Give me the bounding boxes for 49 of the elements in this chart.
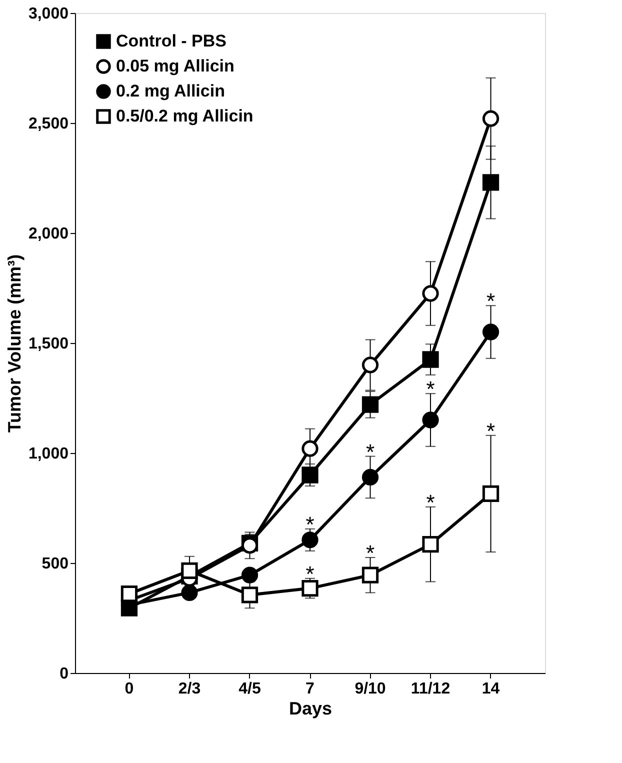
- annotation: *: [486, 288, 496, 314]
- annotation: *: [366, 439, 375, 464]
- x-tick-label: 2/3: [178, 680, 201, 698]
- annotation: *: [366, 540, 375, 566]
- legend-label: 0.5/0.2 mg Allicin: [116, 106, 254, 126]
- point: [422, 285, 439, 302]
- point: [302, 532, 318, 548]
- legend-label: 0.05 mg Allicin: [116, 56, 234, 76]
- y-tick-label: 500: [42, 556, 69, 572]
- point: [422, 351, 439, 368]
- y-tick-label: 2,500: [28, 116, 69, 132]
- point: [482, 324, 500, 340]
- x-tick-label: 4/5: [238, 680, 261, 698]
- point: [482, 110, 500, 127]
- y-tick-label: 0: [60, 666, 69, 682]
- point: [362, 566, 379, 584]
- point: [302, 466, 318, 484]
- x-tick-label: 14: [482, 680, 500, 698]
- point: [181, 584, 198, 602]
- legend-label: 0.2 mg Allicin: [116, 82, 225, 100]
- x-tick-label: 9/10: [354, 680, 386, 698]
- x-tick-label: 11/12: [410, 680, 450, 698]
- y-tick-label: 3,000: [28, 6, 69, 22]
- point: [482, 485, 500, 502]
- point: [241, 586, 258, 604]
- point: [362, 396, 379, 413]
- point: [181, 562, 198, 580]
- annotation: *: [426, 376, 436, 402]
- point: [422, 412, 439, 428]
- point: [302, 440, 318, 457]
- annotation: *: [306, 512, 315, 537]
- annotation: *: [426, 490, 436, 515]
- point: [362, 468, 379, 486]
- annotation: *: [486, 418, 496, 444]
- point: [422, 536, 439, 553]
- point: [120, 585, 138, 602]
- point: [302, 580, 318, 597]
- x-tick-label: 0: [124, 680, 134, 698]
- y-tick-label: 1,500: [28, 336, 69, 352]
- y-tick-label: 2,000: [28, 226, 69, 242]
- x-tick-label: 7: [306, 680, 315, 698]
- point: [362, 356, 379, 374]
- point: [482, 174, 500, 191]
- y-tick-label: 1,000: [28, 446, 69, 462]
- legend-label: Control - PBS: [116, 32, 226, 50]
- x-axis-title: Days: [288, 698, 332, 718]
- point: [241, 566, 258, 584]
- annotation: *: [306, 561, 315, 586]
- y-axis-title: Tumor Volume (mm³): [4, 254, 24, 433]
